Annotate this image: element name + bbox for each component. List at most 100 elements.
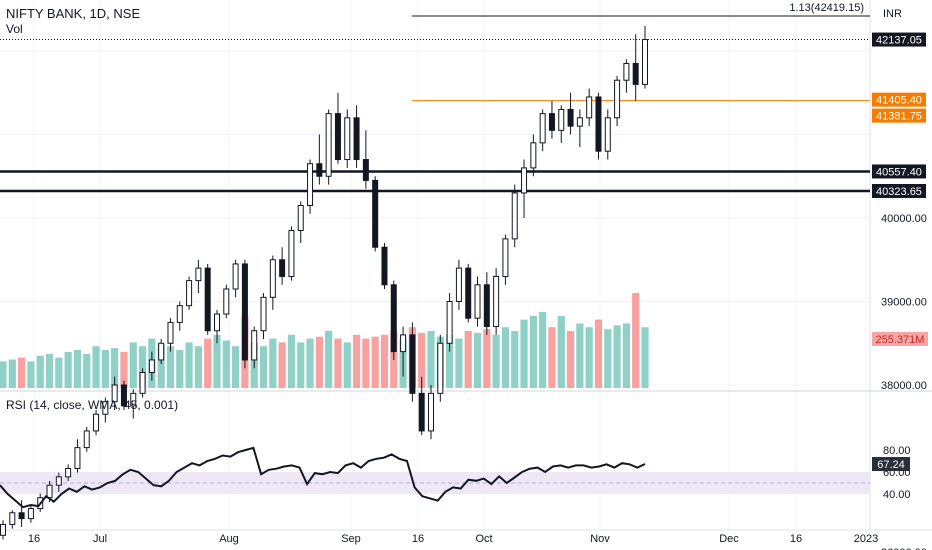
candle-body (148, 359, 155, 373)
candle-body (93, 413, 100, 432)
volume-bar (204, 338, 212, 388)
rsi-badge-label: 67.24 (877, 459, 905, 471)
price-badge (872, 183, 926, 198)
volume-bar (129, 342, 137, 388)
time-tick-label: Sep (341, 533, 361, 545)
candle-body (195, 267, 202, 282)
volume-bar (576, 323, 584, 388)
volume-bar (0, 361, 7, 388)
price-tick-label: 38000.00 (881, 380, 927, 392)
price-badges: 42137.05 41405.40 41381.75 40557.40 40323.65… (872, 32, 928, 472)
candle-body (381, 246, 388, 286)
price-axis[interactable]: 44000.0043000.0040000.0039000.0038000.00… (881, 0, 927, 550)
volume-bar (464, 331, 472, 388)
volume-bar (111, 348, 119, 388)
candle-body (83, 430, 90, 449)
rsi-tick-label: 80.00 (883, 445, 911, 457)
candle-body (362, 159, 369, 181)
candle-body (9, 512, 16, 525)
candle-body (558, 108, 565, 131)
candle-body (418, 392, 425, 432)
candle-body (307, 163, 314, 206)
symbol-title[interactable]: NIFTY BANK, 1D, NSE (6, 6, 140, 21)
candle-body (232, 263, 239, 290)
candle-body (604, 117, 611, 152)
volume-bar (120, 351, 128, 388)
volume-series (0, 293, 649, 388)
volume-bar (166, 346, 175, 388)
volume-bar (269, 338, 277, 388)
volume-bar (194, 346, 202, 388)
volume-badge (872, 332, 928, 346)
volume-bar (36, 355, 44, 388)
volume-bar (297, 342, 305, 388)
volume-bar (343, 342, 351, 388)
fib-level-labels: 1.618(44592.60)1.13(42419.15) (789, 2, 864, 14)
volume-bar (380, 334, 389, 388)
currency-label: INR (883, 8, 902, 20)
volume-bar (27, 361, 35, 388)
candle-body (0, 523, 6, 536)
time-tick-label: Dec (719, 533, 739, 545)
candle-body (102, 401, 109, 415)
candle-body (548, 113, 555, 131)
time-tick-label: Nov (590, 533, 610, 545)
price-badge (872, 108, 926, 123)
time-axis[interactable]: 16 Jul Aug Sep 16 Oct Nov Dec 16 2023 (28, 533, 878, 545)
volume-bar (520, 319, 528, 388)
candle-series[interactable] (0, 25, 648, 540)
candle-body (632, 63, 639, 85)
candle-body (111, 384, 118, 403)
volume-bar (232, 346, 240, 388)
candle-body (65, 468, 72, 478)
rsi-line[interactable] (0, 446, 646, 509)
candle-body (269, 259, 276, 298)
volume-bar (278, 342, 286, 388)
candle-body (139, 371, 146, 394)
horizontal-levels[interactable] (0, 0, 870, 193)
volume-bar (325, 331, 333, 388)
price-badge-label: 42137.05 (876, 35, 922, 47)
volume-bar (622, 323, 630, 388)
grid (0, 0, 870, 530)
volume-bar (64, 351, 72, 388)
volume-bar (55, 357, 63, 388)
volume-bar (483, 329, 491, 388)
volume-legend-label[interactable]: Vol (6, 22, 23, 36)
price-badge (872, 92, 926, 107)
time-tick-label: 16 (412, 533, 424, 545)
volume-bar (306, 338, 314, 388)
time-tick-label: 16 (28, 533, 40, 545)
candle-body (586, 96, 593, 119)
candle-body (74, 447, 81, 469)
candle-body (279, 259, 286, 277)
candle-body (530, 142, 537, 169)
candle-body (595, 96, 602, 152)
volume-bar (455, 338, 463, 388)
candle-body (316, 163, 323, 177)
volume-bar (83, 353, 91, 388)
rsi-legend-label[interactable]: RSI (14, close, WMA, 45, 0.001) (6, 398, 178, 412)
volume-bar (18, 357, 26, 388)
volume-bar (473, 332, 482, 388)
candle-body (511, 192, 518, 240)
candle-body (409, 334, 416, 394)
time-tick-label: Aug (219, 533, 239, 545)
rsi-badge (872, 457, 910, 472)
volume-bar (73, 350, 82, 388)
volume-bar (446, 334, 454, 388)
volume-bar (315, 336, 323, 388)
fib-level-label: 1.13(42419.15) (789, 2, 864, 14)
volume-bar (213, 334, 221, 388)
candle-body (642, 39, 648, 85)
volume-bar (101, 350, 109, 388)
volume-bar (45, 353, 54, 388)
candle-body (502, 238, 509, 277)
volume-bar (352, 334, 361, 388)
candle-body (483, 284, 490, 328)
volume-bar (418, 332, 426, 388)
volume-bar (92, 346, 100, 388)
candle-body (614, 79, 621, 119)
